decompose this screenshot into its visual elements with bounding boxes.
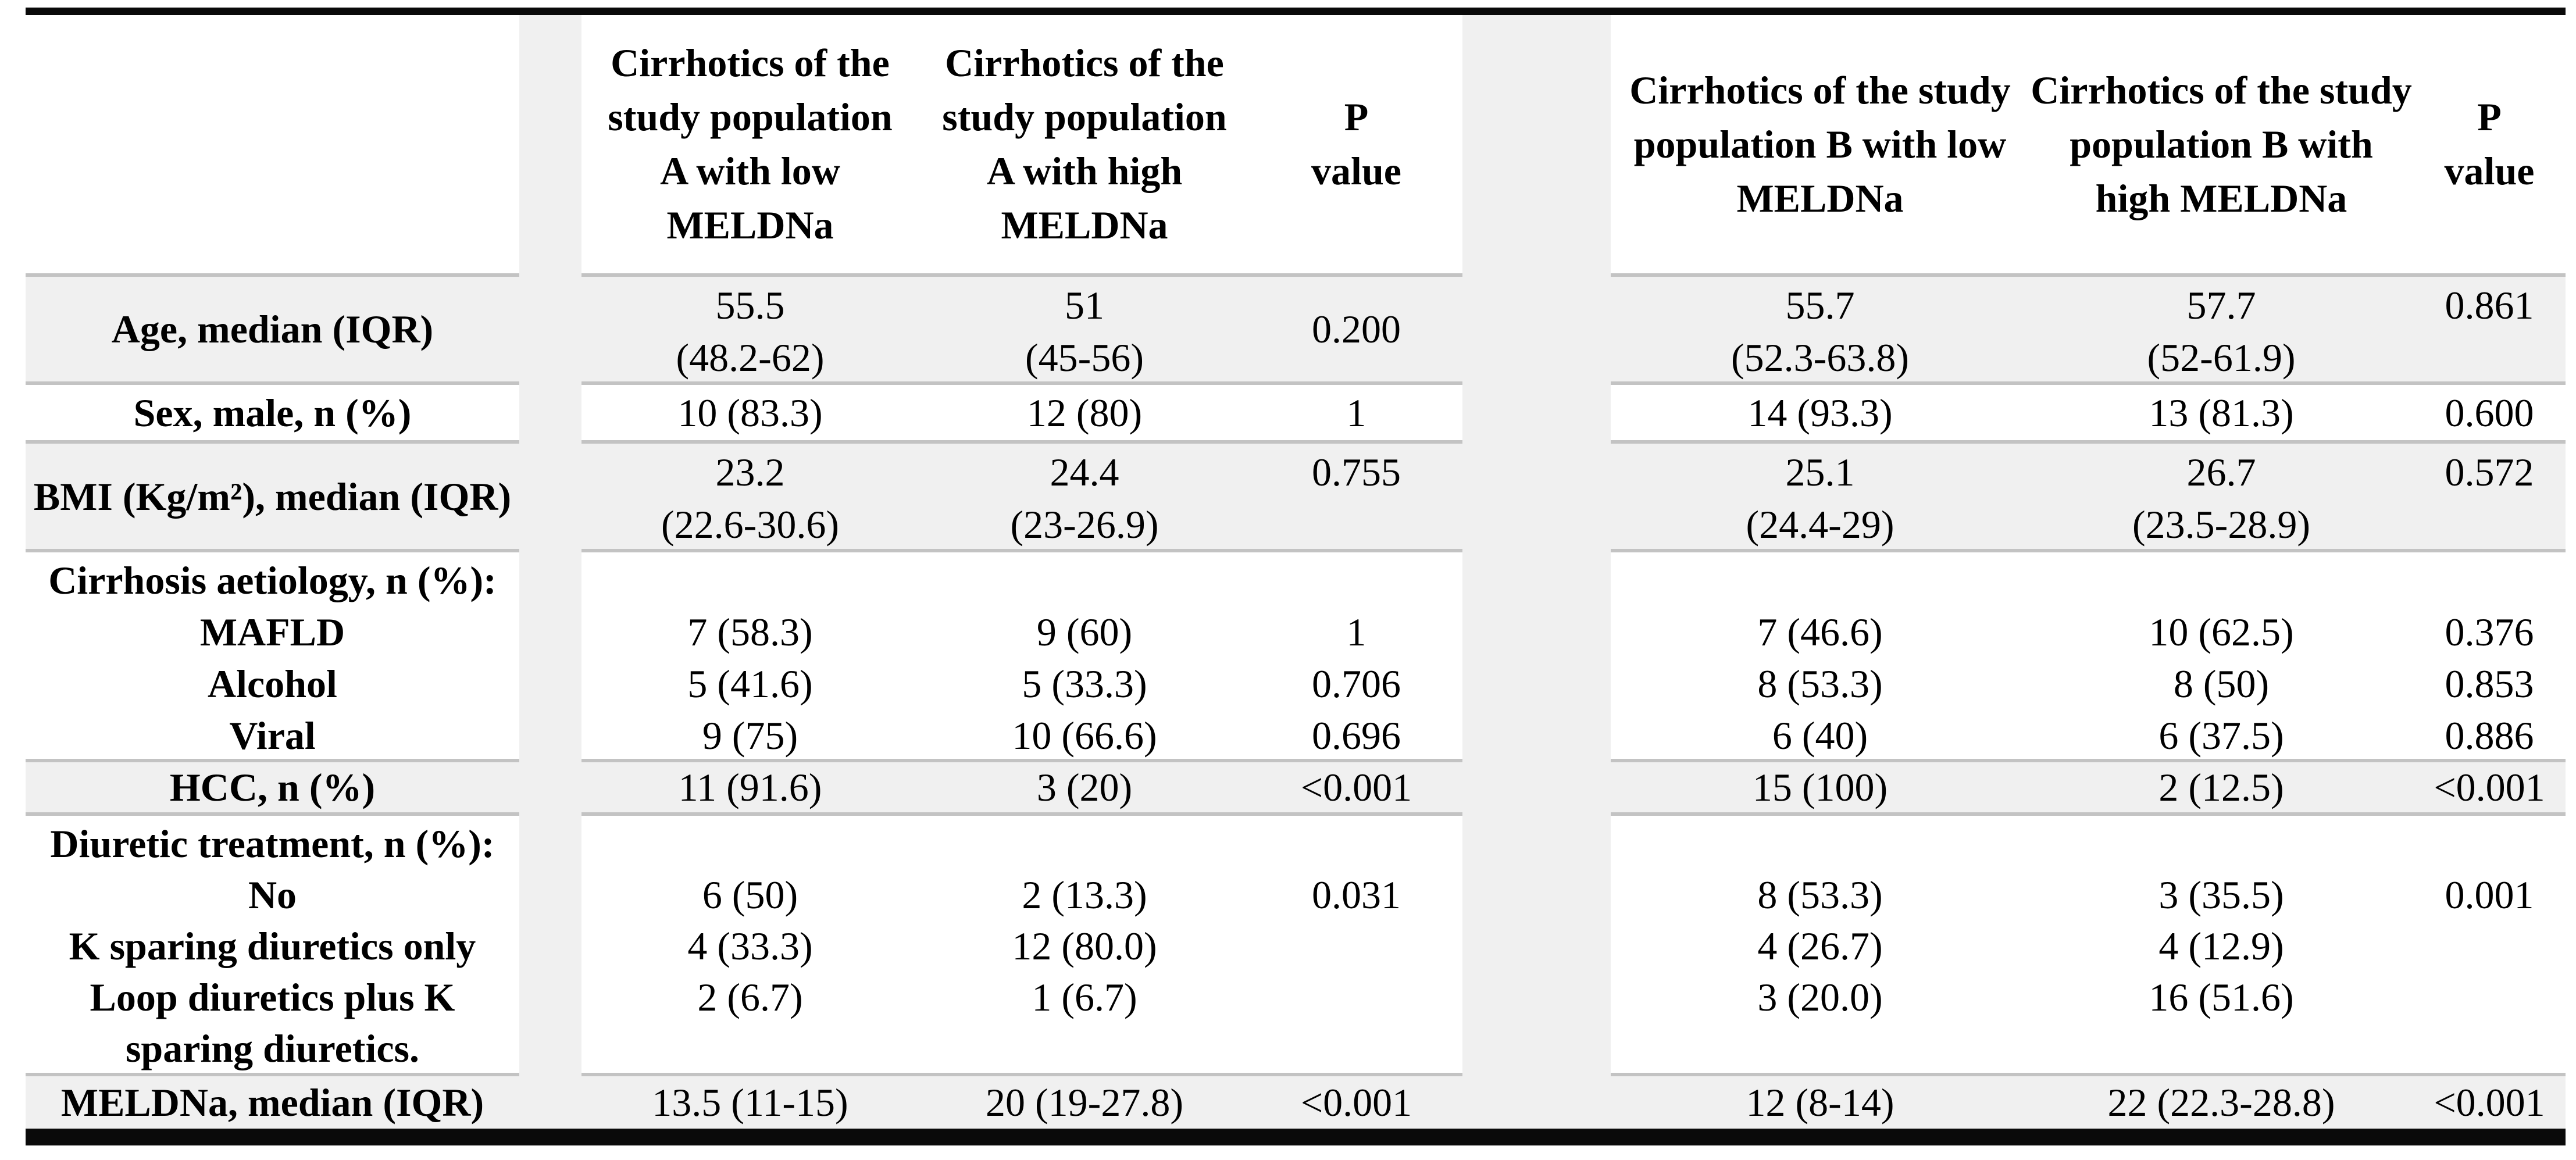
cell-bmi-b-high: 26.7 (23.5-28.9) (2132, 450, 2310, 547)
cell-bmi-a-p: 0.755 (1312, 450, 1401, 494)
cell-hcc-b-high: 2 (12.5) (2158, 765, 2284, 809)
row-sex: Sex, male, n (%) (26, 381, 519, 440)
cell-sex-b-p: 0.600 (2445, 390, 2534, 435)
row-meldna: MELDNa, median (IQR) (26, 1073, 519, 1129)
row-hcc: HCC, n (%) (26, 759, 519, 812)
cell-meldna-a-p: <0.001 (1300, 1080, 1412, 1125)
cell-meldna-b-low: 12 (8-14) (1746, 1080, 1894, 1125)
row-label-age: Age, median (IQR) (111, 307, 434, 351)
cell-aetiology-b-high: 10 (62.5) 8 (50) 6 (37.5) (2149, 610, 2294, 758)
cell-aetiology-b-low: 7 (46.6) 8 (53.3) 6 (40) (1757, 610, 1883, 758)
cell-hcc-a-p: <0.001 (1300, 765, 1412, 809)
cell-meldna-b-high: 22 (22.3-28.8) (2107, 1080, 2335, 1125)
cell-age-b-p: 0.861 (2445, 283, 2534, 327)
header-b-high-meldna: Cirrhotics of the study population B wit… (2031, 67, 2412, 220)
cell-diuretic-a-high: 2 (13.3) 12 (80.0) 1 (6.7) (1012, 873, 1157, 1019)
row-aetiology-a: 7 (58.3) 5 (41.6) 9 (75) 9 (60) 5 (33.3)… (581, 549, 1462, 759)
population-b-block: Cirrhotics of the study population B wit… (1611, 15, 2566, 1129)
row-diuretic: Diuretic treatment, n (%): No K sparing … (26, 812, 519, 1073)
row-age-b: 55.7 (52.3-63.8) 57.7 (52-61.9) 0.861 (1611, 273, 2566, 381)
header-row-population-a: Cirrhotics of the study population A wit… (581, 15, 1462, 273)
row-age: Age, median (IQR) (26, 273, 519, 381)
row-hcc-a: 11 (91.6) 3 (20) <0.001 (581, 759, 1462, 812)
cell-bmi-a-low: 23.2 (22.6-30.6) (661, 450, 839, 547)
row-label-hcc: HCC, n (%) (169, 765, 376, 809)
cell-hcc-b-p: <0.001 (2434, 765, 2545, 809)
row-meldna-b: 12 (8-14) 22 (22.3-28.8) <0.001 (1611, 1073, 2566, 1129)
row-hcc-b: 15 (100) 2 (12.5) <0.001 (1611, 759, 2566, 812)
row-label-meldna: MELDNa, median (IQR) (60, 1080, 484, 1125)
cell-diuretic-b-high: 3 (35.5) 4 (12.9) 16 (51.6) (2149, 873, 2294, 1019)
cell-aetiology-b-p: 0.376 0.853 0.886 (2445, 610, 2534, 758)
cell-sex-a-high: 12 (80) (1026, 390, 1143, 435)
row-bmi-a: 23.2 (22.6-30.6) 24.4 (23-26.9) 0.755 (581, 440, 1462, 549)
row-diuretic-b: 8 (53.3) 4 (26.7) 3 (20.0) 3 (35.5) 4 (1… (1611, 812, 2566, 1073)
row-label-diuretic: Diuretic treatment, n (%): No K sparing … (50, 822, 495, 1070)
cell-diuretic-a-low: 6 (50) 4 (33.3) 2 (6.7) (687, 873, 813, 1019)
cell-aetiology-a-p: 1 0.706 0.696 (1312, 610, 1401, 758)
row-age-a: 55.5 (48.2-62) 51 (45-56) 0.200 (581, 273, 1462, 381)
cell-meldna-a-high: 20 (19-27.8) (986, 1080, 1183, 1125)
header-b-p-value: P value (2444, 95, 2535, 193)
row-sex-a: 10 (83.3) 12 (80) 1 (581, 381, 1462, 440)
row-diuretic-a: 6 (50) 4 (33.3) 2 (6.7) 2 (13.3) 12 (80.… (581, 812, 1462, 1073)
cell-hcc-a-high: 3 (20) (1036, 765, 1133, 809)
cell-diuretic-a-p: 0.031 (1312, 873, 1401, 917)
row-labels-block: Age, median (IQR) Sex, male, n (%) BMI (… (26, 15, 519, 1129)
row-bmi-b: 25.1 (24.4-29) 26.7 (23.5-28.9) 0.572 (1611, 440, 2566, 549)
table-bottom-rule (26, 1129, 2566, 1145)
cell-sex-a-p: 1 (1346, 390, 1367, 435)
cell-bmi-a-high: 24.4 (23-26.9) (1010, 450, 1159, 547)
cell-aetiology-a-low: 7 (58.3) 5 (41.6) 9 (75) (687, 610, 813, 758)
header-a-p-value: P value (1311, 95, 1401, 193)
cell-aetiology-a-high: 9 (60) 5 (33.3) 10 (66.6) (1012, 610, 1157, 758)
header-b-low-meldna: Cirrhotics of the study population B wit… (1629, 67, 2011, 220)
cell-hcc-a-low: 11 (91.6) (678, 765, 822, 809)
row-aetiology: Cirrhosis aetiology, n (%): MAFLD Alcoho… (26, 549, 519, 759)
cell-meldna-b-p: <0.001 (2434, 1080, 2545, 1125)
row-label-bmi: BMI (Kg/m²), median (IQR) (33, 474, 512, 519)
row-bmi: BMI (Kg/m²), median (IQR) (26, 440, 519, 549)
header-row-labels (26, 15, 519, 273)
header-a-low-meldna: Cirrhotics of the study population A wit… (608, 41, 893, 247)
row-sex-b: 14 (93.3) 13 (81.3) 0.600 (1611, 381, 2566, 440)
header-row-population-b: Cirrhotics of the study population B wit… (1611, 15, 2566, 273)
cell-age-a-high: 51 (45-56) (1025, 283, 1144, 380)
cell-diuretic-b-low: 8 (53.3) 4 (26.7) 3 (20.0) (1757, 873, 1883, 1019)
cell-meldna-a-low: 13.5 (11-15) (652, 1080, 848, 1125)
cell-age-b-high: 57.7 (52-61.9) (2147, 283, 2296, 380)
cell-sex-b-low: 14 (93.3) (1747, 390, 1893, 435)
cell-sex-b-high: 13 (81.3) (2149, 390, 2294, 435)
population-a-block: Cirrhotics of the study population A wit… (581, 15, 1462, 1129)
table-top-rule (26, 8, 2566, 15)
row-aetiology-b: 7 (46.6) 8 (53.3) 6 (40) 10 (62.5) 8 (50… (1611, 549, 2566, 759)
cell-sex-a-low: 10 (83.3) (677, 390, 823, 435)
row-meldna-a: 13.5 (11-15) 20 (19-27.8) <0.001 (581, 1073, 1462, 1129)
cell-hcc-b-low: 15 (100) (1752, 765, 1888, 809)
cell-age-a-p: 0.200 (1312, 307, 1401, 351)
cell-age-b-low: 55.7 (52.3-63.8) (1731, 283, 1909, 380)
cell-diuretic-b-p: 0.001 (2445, 873, 2534, 917)
header-a-high-meldna: Cirrhotics of the study population A wit… (942, 41, 1227, 247)
cell-bmi-b-low: 25.1 (24.4-29) (1746, 450, 1894, 547)
row-label-aetiology: Cirrhosis aetiology, n (%): MAFLD Alcoho… (48, 558, 497, 758)
cell-age-a-low: 55.5 (48.2-62) (676, 283, 825, 380)
row-label-sex: Sex, male, n (%) (133, 390, 412, 435)
cell-bmi-b-p: 0.572 (2445, 450, 2534, 494)
